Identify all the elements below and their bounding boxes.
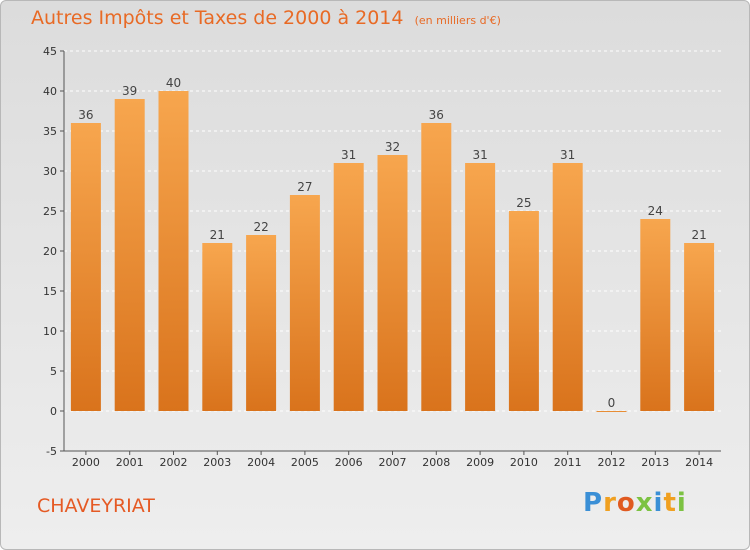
bar-2009 bbox=[465, 163, 496, 411]
y-tick-label: 5 bbox=[50, 365, 57, 378]
x-tick-label-2014: 2014 bbox=[685, 456, 713, 469]
bar-2014 bbox=[684, 243, 715, 411]
bar-2005 bbox=[289, 195, 320, 411]
chart-title-block: Autres Impôts et Taxes de 2000 à 2014 (e… bbox=[31, 7, 501, 29]
x-tick-label-2011: 2011 bbox=[554, 456, 582, 469]
data-label-2001: 39 bbox=[122, 84, 137, 98]
bar-2000 bbox=[70, 123, 101, 411]
x-tick-label-2002: 2002 bbox=[160, 456, 188, 469]
data-label-2013: 24 bbox=[648, 204, 663, 218]
x-tick-label-2001: 2001 bbox=[116, 456, 144, 469]
data-label-2014: 21 bbox=[691, 228, 706, 242]
y-tick-label: -5 bbox=[46, 445, 57, 458]
labels: -5 0 5 10 15 20 25 30 35 40 45 36 2000 39 2001 40 2002 21… bbox=[43, 45, 713, 469]
y-tick-label: 45 bbox=[43, 45, 57, 58]
proxiti-logo[interactable]: Proxiti bbox=[583, 488, 687, 518]
x-tick-label-2006: 2006 bbox=[335, 456, 363, 469]
x-tick-label-2004: 2004 bbox=[247, 456, 275, 469]
x-tick-label-2007: 2007 bbox=[379, 456, 407, 469]
data-label-2006: 31 bbox=[341, 148, 356, 162]
data-label-2008: 36 bbox=[429, 108, 444, 122]
bar-2003 bbox=[202, 243, 233, 411]
bar-2013 bbox=[640, 219, 671, 411]
logo-letter: t bbox=[663, 488, 677, 518]
x-tick-label-2008: 2008 bbox=[422, 456, 450, 469]
bars bbox=[70, 91, 715, 412]
axes bbox=[60, 50, 721, 455]
bar-2004 bbox=[246, 235, 277, 411]
x-tick-label-2009: 2009 bbox=[466, 456, 494, 469]
y-tick-label: 35 bbox=[43, 125, 57, 138]
bar-2008 bbox=[421, 123, 452, 411]
chart-title: Autres Impôts et Taxes de 2000 à 2014 bbox=[31, 7, 404, 29]
x-tick-label-2012: 2012 bbox=[598, 456, 626, 469]
bar-2001 bbox=[114, 99, 145, 411]
data-label-2002: 40 bbox=[166, 76, 181, 90]
logo-letter: P bbox=[583, 488, 604, 518]
logo-letter: r bbox=[603, 488, 617, 518]
y-tick-label: 25 bbox=[43, 205, 57, 218]
x-tick-label-2005: 2005 bbox=[291, 456, 319, 469]
y-tick-label: 10 bbox=[43, 325, 57, 338]
logo-letter: o bbox=[616, 488, 636, 518]
data-label-2000: 36 bbox=[78, 108, 93, 122]
logo-letter: i bbox=[653, 488, 664, 518]
x-tick-label-2010: 2010 bbox=[510, 456, 538, 469]
bar-2002 bbox=[158, 91, 189, 411]
logo-letter: i bbox=[676, 488, 687, 518]
bar-2012 bbox=[596, 411, 627, 412]
y-tick-label: 0 bbox=[50, 405, 57, 418]
bar-2007 bbox=[377, 155, 408, 411]
x-tick-label-2013: 2013 bbox=[641, 456, 669, 469]
y-tick-label: 15 bbox=[43, 285, 57, 298]
bar-2006 bbox=[333, 163, 364, 411]
data-label-2011: 31 bbox=[560, 148, 575, 162]
data-label-2012: 0 bbox=[608, 396, 616, 410]
data-label-2009: 31 bbox=[472, 148, 487, 162]
bar-2011 bbox=[552, 163, 583, 411]
x-tick-label-2000: 2000 bbox=[72, 456, 100, 469]
chart-unit-note: (en milliers d'€) bbox=[414, 14, 501, 27]
data-label-2007: 32 bbox=[385, 140, 400, 154]
data-label-2003: 21 bbox=[210, 228, 225, 242]
y-tick-label: 30 bbox=[43, 165, 57, 178]
y-tick-label: 40 bbox=[43, 85, 57, 98]
data-label-2005: 27 bbox=[297, 180, 312, 194]
commune-name: CHAVEYRIAT bbox=[37, 495, 155, 517]
data-label-2004: 22 bbox=[253, 220, 268, 234]
bar-2010 bbox=[508, 211, 539, 411]
data-label-2010: 25 bbox=[516, 196, 531, 210]
x-tick-label-2003: 2003 bbox=[203, 456, 231, 469]
logo-letter: x bbox=[635, 488, 654, 518]
y-tick-label: 20 bbox=[43, 245, 57, 258]
